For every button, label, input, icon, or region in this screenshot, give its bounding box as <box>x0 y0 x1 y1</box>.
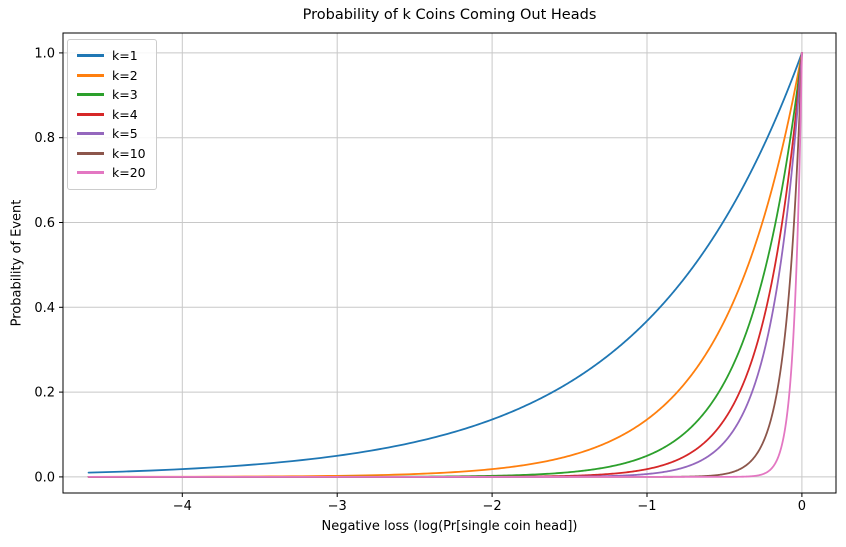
axes-frame <box>62 32 837 494</box>
legend-item-label: k=1 <box>112 48 138 64</box>
legend-line-swatch <box>77 93 104 97</box>
y-tick-label: 0.6 <box>34 216 55 231</box>
y-tick-label: 0.8 <box>34 131 55 146</box>
y-tick-label: 0.4 <box>34 301 55 316</box>
legend-line-swatch <box>77 171 104 175</box>
x-tick-label: 0 <box>798 499 806 514</box>
legend-item-label: k=10 <box>112 145 146 161</box>
x-tick-label: −4 <box>173 499 192 514</box>
legend-line-swatch <box>77 112 104 116</box>
legend-item-label: k=4 <box>112 106 138 122</box>
legend-item: k=3 <box>77 85 146 105</box>
y-axis-label: Probability of Event <box>9 199 25 327</box>
x-tick-label: −2 <box>483 499 502 514</box>
series-line-k20 <box>87 52 803 478</box>
legend-item: k=5 <box>77 124 146 144</box>
legend-item-label: k=20 <box>112 165 146 181</box>
legend-item-label: k=5 <box>112 126 138 142</box>
x-tick-label: −3 <box>328 499 347 514</box>
legend-item: k=2 <box>77 66 146 86</box>
legend-line-swatch <box>77 151 104 155</box>
y-tick-label: 1.0 <box>34 46 55 61</box>
series-line-k3 <box>87 52 803 478</box>
legend-item: k=20 <box>77 163 146 183</box>
y-tick-label: 0.2 <box>34 386 55 401</box>
legend-line-swatch <box>77 73 104 77</box>
legend: k=1 k=2 k=3 k=4 k=5 k=10 k=20 <box>67 39 157 190</box>
legend-line-swatch <box>77 132 104 136</box>
series-line-k2 <box>87 52 803 478</box>
x-axis-label: Negative loss (log(Pr[single coin head]) <box>321 519 578 534</box>
y-tick-label: 0.0 <box>34 470 55 485</box>
legend-line-swatch <box>77 54 104 58</box>
chart-title: Probability of k Coins Coming Out Heads <box>302 7 597 23</box>
series-line-k1 <box>87 52 803 474</box>
legend-item-label: k=2 <box>112 67 138 83</box>
legend-item: k=4 <box>77 105 146 125</box>
legend-item: k=10 <box>77 144 146 164</box>
legend-item: k=1 <box>77 46 146 66</box>
x-tick-label: −1 <box>637 499 656 514</box>
legend-item-label: k=3 <box>112 87 138 103</box>
